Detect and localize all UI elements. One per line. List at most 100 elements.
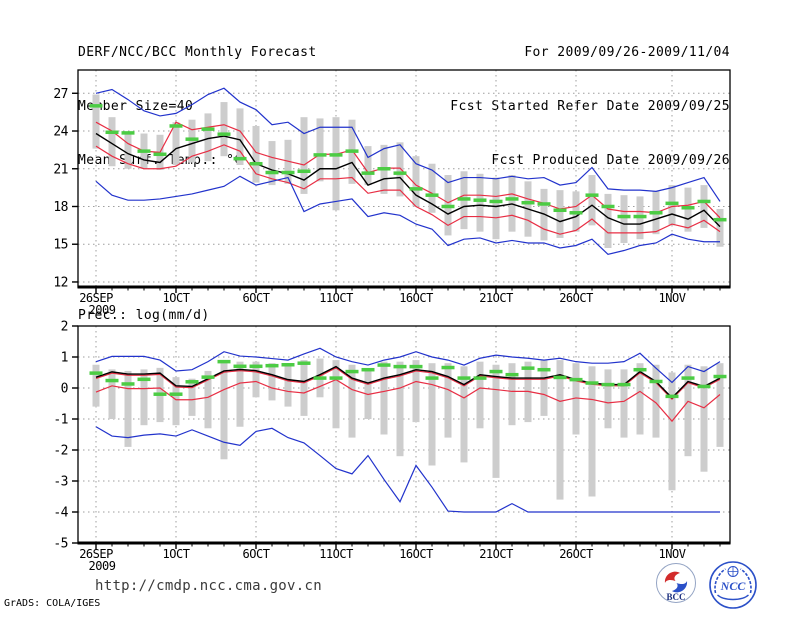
obs-climatology-dash xyxy=(185,137,199,141)
x-tick-label: 21OCT xyxy=(479,291,513,305)
x-tick-sublabel: 2009 xyxy=(89,303,116,317)
obs-climatology-dash xyxy=(473,376,487,380)
ensemble-lower-line xyxy=(95,378,721,423)
obs-climatology-dash xyxy=(633,214,647,219)
ensemble-spread-bar xyxy=(572,363,580,435)
ensemble-spread-bar xyxy=(268,141,276,186)
bcc-swirl-blue-icon xyxy=(672,581,688,593)
obs-climatology-dash xyxy=(649,379,663,384)
figure-title: DERF/NCC/BCC Monthly Forecast xyxy=(78,45,317,60)
ensemble-spread-bar xyxy=(300,117,308,194)
obs-climatology-dash xyxy=(249,161,263,166)
ensemble-spread-bar xyxy=(636,363,644,435)
ensemble-max-line xyxy=(95,87,721,202)
ensemble-spread-bar xyxy=(460,366,468,463)
ensemble-spread-bar xyxy=(172,377,180,426)
obs-climatology-dash xyxy=(393,171,407,175)
y-tick-label: 24 xyxy=(53,125,68,140)
obs-climatology-dash xyxy=(329,153,343,157)
obs-climatology-dash xyxy=(521,200,535,205)
obs-climatology-dash xyxy=(665,394,679,399)
ensemble-spread-bar xyxy=(492,364,500,478)
obs-climatology-dash xyxy=(361,367,375,372)
obs-climatology-dash xyxy=(121,382,135,386)
y-tick-label: 27 xyxy=(53,87,68,102)
obs-climatology-dash xyxy=(153,392,167,396)
obs-climatology-dash xyxy=(265,363,279,368)
y-tick-label: 1 xyxy=(61,351,68,366)
obs-climatology-dash xyxy=(681,376,695,380)
x-tick-label: 26OCT xyxy=(559,547,593,561)
ensemble-spread-bar xyxy=(412,156,420,207)
bcc-logo-label: BCC xyxy=(666,592,685,602)
obs-climatology-dash xyxy=(713,217,727,222)
x-tick-label: 1OCT xyxy=(163,291,190,305)
ensemble-spread-bar xyxy=(92,364,100,407)
obs-climatology-dash xyxy=(345,149,359,153)
x-tick-label: 1OCT xyxy=(163,547,190,561)
obs-climatology-dash xyxy=(105,130,119,135)
ensemble-spread-bar xyxy=(684,187,692,232)
bcc-swirl-red-icon xyxy=(664,571,680,583)
panel-title: Prec.: log(mm/d) xyxy=(78,308,210,323)
ensemble-spread-bar xyxy=(348,364,356,438)
obs-climatology-dash xyxy=(265,170,279,175)
obs-climatology-dash xyxy=(281,363,295,367)
obs-climatology-dash xyxy=(553,375,567,380)
ensemble-spread-bar xyxy=(396,361,404,457)
obs-climatology-dash xyxy=(233,364,247,369)
ensemble-spread-bar xyxy=(412,360,420,423)
ensemble-spread-bar xyxy=(284,363,292,407)
ensemble-max-line xyxy=(95,347,721,384)
x-tick-label: 11OCT xyxy=(319,291,353,305)
ensemble-spread-bar xyxy=(652,364,660,438)
ncc-logo: NCC xyxy=(709,561,757,609)
obs-climatology-dash xyxy=(537,202,551,206)
ensemble-min-line xyxy=(95,175,720,255)
ensemble-mean-line xyxy=(95,132,721,228)
obs-climatology-dash xyxy=(553,208,567,213)
ensemble-spread-bar xyxy=(220,363,228,460)
ensemble-spread-bar xyxy=(588,366,596,497)
ncc-logo-label: NCC xyxy=(720,579,747,593)
ensemble-spread-bar xyxy=(188,119,196,163)
ensemble-lower-line xyxy=(95,144,721,235)
obs-climatology-dash xyxy=(185,380,199,384)
ensemble-spread-bar xyxy=(604,193,612,249)
y-tick-label: 15 xyxy=(53,238,68,253)
ensemble-spread-bar xyxy=(236,361,244,427)
obs-climatology-dash xyxy=(665,201,679,206)
y-tick-label: 0 xyxy=(61,382,68,397)
ensemble-spread-bar xyxy=(140,369,148,426)
obs-climatology-dash xyxy=(89,371,103,375)
ensemble-spread-bar xyxy=(716,209,724,247)
ensemble-spread-bar xyxy=(668,185,676,226)
ensemble-spread-bar xyxy=(108,369,116,419)
obs-climatology-dash xyxy=(697,199,711,204)
ensemble-spread-bar xyxy=(204,370,212,429)
y-tick-label: -4 xyxy=(53,506,68,521)
obs-climatology-dash xyxy=(601,204,615,209)
ensemble-spread-bar xyxy=(364,146,372,186)
ensemble-spread-bar xyxy=(476,361,484,429)
x-tick-label: 11OCT xyxy=(319,547,353,561)
ensemble-spread-bar xyxy=(300,360,308,416)
ensemble-spread-bar xyxy=(252,361,260,398)
obs-climatology-dash xyxy=(217,132,231,136)
obs-climatology-dash xyxy=(201,127,215,131)
obs-climatology-dash xyxy=(409,187,423,191)
obs-climatology-dash xyxy=(329,376,343,380)
ensemble-upper-line xyxy=(95,121,721,219)
obs-climatology-dash xyxy=(153,152,167,157)
obs-climatology-dash xyxy=(137,149,151,153)
obs-climatology-dash xyxy=(377,167,391,171)
ncc-wreath-base xyxy=(717,594,749,601)
obs-climatology-dash xyxy=(105,378,119,383)
ensemble-spread-bar xyxy=(700,185,708,228)
ensemble-spread-bar xyxy=(476,173,484,232)
ensemble-spread-bar xyxy=(716,363,724,447)
refer-date-label: Fcst Started Refer Date 2009/09/25 xyxy=(450,99,730,114)
obs-climatology-dash xyxy=(217,359,231,364)
ensemble-spread-bar xyxy=(428,363,436,466)
